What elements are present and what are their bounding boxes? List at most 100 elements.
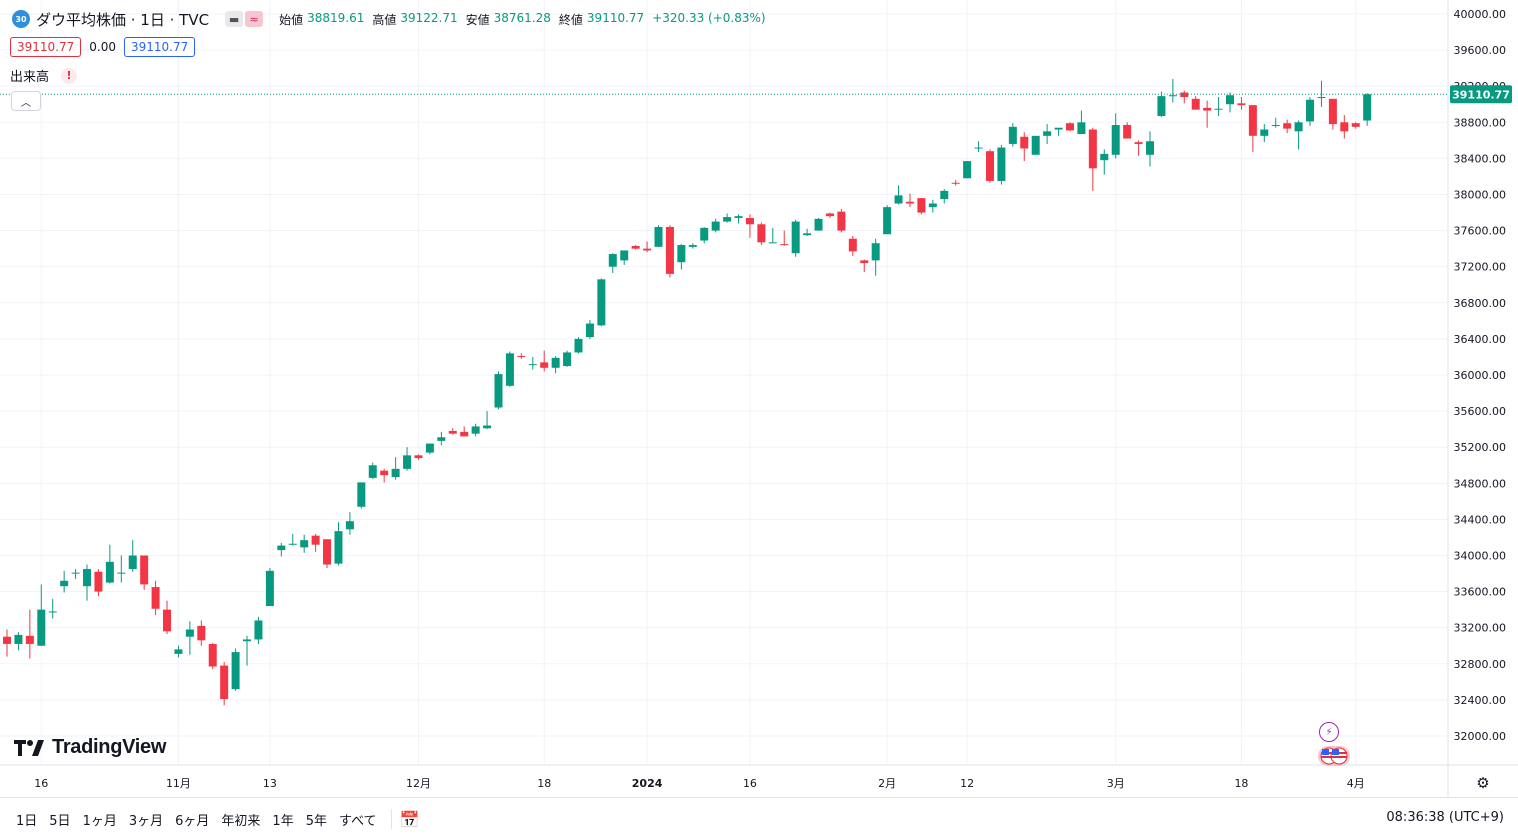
range-3m-button[interactable]: 3ヶ月 <box>128 813 164 829</box>
clock-timezone[interactable]: 08:36:38 (UTC+9) <box>1386 810 1504 825</box>
volume-indicator-row: 出来高 ! <box>10 66 78 85</box>
lightning-icon[interactable]: ⚡ <box>1319 722 1339 742</box>
spread-value: 0.00 <box>89 40 116 54</box>
candle-up <box>254 616 263 644</box>
bottom-toolbar: 1日 5日 1ヶ月 3ヶ月 6ヶ月 年初来 1年 5年 すべて 📅 08:36:… <box>0 797 1518 840</box>
candle-up <box>1214 97 1223 116</box>
buy-button[interactable]: 39110.77 <box>123 37 196 57</box>
candle-body <box>928 203 937 208</box>
close-value: 39110.77 <box>586 10 645 25</box>
hide-series-icon[interactable]: ▬ <box>225 11 244 27</box>
toolbar-divider <box>390 809 392 829</box>
candle-body <box>414 455 423 459</box>
candle-up <box>277 542 286 557</box>
candle-body <box>734 216 743 218</box>
candle-body <box>985 151 994 181</box>
candle-up <box>883 205 892 235</box>
range-all-button[interactable]: すべて <box>338 813 377 829</box>
candle-body <box>140 555 149 585</box>
candle-body <box>631 245 640 249</box>
y-tick-label: 34000.00 <box>1454 550 1507 563</box>
candle-body <box>745 217 754 225</box>
candle-up <box>105 544 114 584</box>
candle-down <box>448 428 457 435</box>
last-price-tag <box>1450 85 1512 104</box>
candle-up <box>1168 78 1177 103</box>
candle-body <box>83 569 92 587</box>
tradingview-logo-icon <box>14 739 44 756</box>
candle-body <box>1157 96 1166 116</box>
candle-up <box>37 584 46 646</box>
candle-up <box>483 411 492 430</box>
range-1y-button[interactable]: 1年 <box>272 813 294 829</box>
range-1m-button[interactable]: 1ヶ月 <box>82 813 117 829</box>
symbol-badge-icon[interactable]: 30 <box>12 10 30 28</box>
candle-down <box>631 245 640 250</box>
candle-up <box>345 512 354 535</box>
range-5d-button[interactable]: 5日 <box>49 813 71 829</box>
approx-icon[interactable]: ≈ <box>245 11 264 27</box>
candle-body <box>517 356 526 358</box>
candle-body <box>711 221 720 231</box>
symbol-title[interactable]: ダウ平均株価 · 1日 · TVC <box>36 10 210 29</box>
collapse-legend-button[interactable]: ︿ <box>11 91 41 111</box>
candle-up <box>700 226 709 244</box>
candle-up <box>1260 124 1269 143</box>
candle-up <box>940 189 949 204</box>
x-tick-label: 16 <box>34 777 48 790</box>
candle-up <box>551 356 560 374</box>
range-1d-button[interactable]: 1日 <box>16 813 38 829</box>
candle-body <box>585 323 594 338</box>
candle-up <box>654 225 663 247</box>
tradingview-logo[interactable]: TradingView <box>14 736 166 759</box>
candle-down <box>643 241 652 253</box>
candle-down <box>414 454 423 460</box>
candle-body <box>1054 127 1063 130</box>
range-ytd-button[interactable]: 年初来 <box>221 813 261 829</box>
candle-down <box>1088 127 1097 191</box>
candle-up <box>83 564 92 601</box>
candle-down <box>1180 90 1189 104</box>
volume-label[interactable]: 出来高 <box>10 70 50 85</box>
candle-up <box>1157 91 1166 117</box>
price-chart[interactable]: 32000.00 32400.00 32800.00 33200.00 33600.00… <box>0 0 1518 797</box>
candle-body <box>837 211 846 231</box>
candle-body <box>1168 95 1177 97</box>
candle-body <box>1203 107 1212 111</box>
candle-up <box>1111 113 1120 159</box>
settings-icon[interactable]: ⚙ <box>1476 774 1490 792</box>
candle-up <box>128 540 137 572</box>
candle-body <box>494 374 503 408</box>
calendar-icon[interactable]: 📅 <box>399 809 420 829</box>
candle-body <box>117 572 126 574</box>
candle-body <box>803 233 812 236</box>
candle-body <box>14 634 23 644</box>
candle-body <box>1328 98 1337 125</box>
candle-body <box>1237 103 1246 106</box>
candle-down <box>1328 98 1337 130</box>
candle-body <box>1351 123 1360 127</box>
candle-body <box>848 238 857 252</box>
candle-down <box>1065 122 1074 132</box>
range-6m-button[interactable]: 6ヶ月 <box>175 813 210 829</box>
sell-button[interactable]: 39110.77 <box>10 37 82 57</box>
logo-text: TradingView <box>52 736 167 758</box>
candle-down <box>860 259 869 273</box>
us-flag-icon[interactable] <box>1318 746 1350 766</box>
change-value: +320.33 (+0.83%) <box>652 10 766 25</box>
candle-down <box>825 212 834 218</box>
chart-grid <box>0 0 1448 765</box>
candle-body <box>1317 97 1326 99</box>
candle-up <box>265 568 274 607</box>
candle-down <box>837 208 846 233</box>
candle-body <box>940 190 949 200</box>
warning-icon[interactable]: ! <box>61 67 78 84</box>
candle-up <box>1306 97 1315 126</box>
candle-up <box>243 635 252 666</box>
candle-body <box>1363 94 1372 121</box>
range-5y-button[interactable]: 5年 <box>305 813 327 829</box>
candle-up <box>1008 123 1017 147</box>
candle-body <box>643 248 652 251</box>
candle-body <box>403 455 412 469</box>
y-tick-label: 33200.00 <box>1454 622 1507 635</box>
